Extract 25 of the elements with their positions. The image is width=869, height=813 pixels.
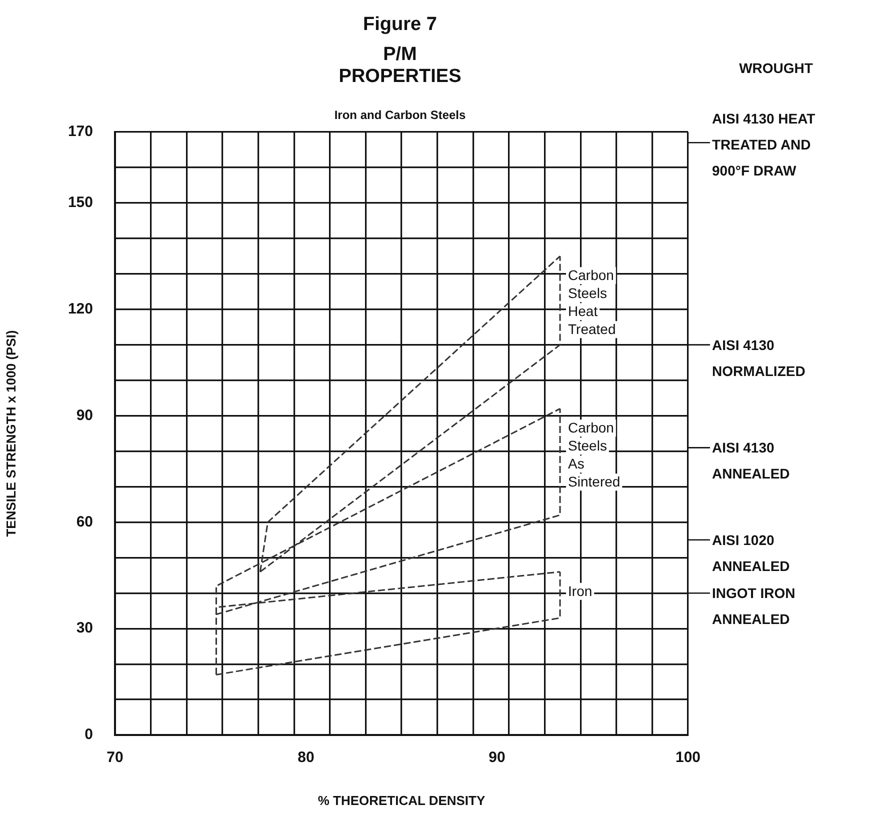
- x-tick-label: 70: [106, 749, 124, 766]
- ref-line-label: AISI 4130 ANNEALED: [712, 440, 790, 482]
- x-tick-label: 90: [488, 749, 506, 766]
- y-tick-label: 120: [68, 300, 93, 318]
- y-tick-label: 90: [76, 406, 93, 424]
- caption: Figure 7: [363, 14, 437, 35]
- y-tick-label: 0: [84, 726, 93, 744]
- series-label: Carbon Steels Heat Treated: [568, 267, 616, 338]
- x-tick-label: 100: [675, 749, 701, 766]
- y-axis-title: TENSILE STRENGTH x 1000 (PSI): [3, 330, 18, 537]
- text: WROUGHT: [739, 60, 814, 76]
- y-tick-label: 60: [76, 513, 93, 530]
- x-axis-title: % THEORETICAL DENSITY: [318, 792, 486, 808]
- chart-subtitle: Iron and Carbon Steels: [334, 108, 466, 122]
- ref-line-label: AISI 4130 HEAT TREATED AND 900°F DRAW: [712, 110, 816, 179]
- series-label: Iron: [568, 582, 592, 599]
- y-tick-label: 170: [68, 123, 93, 140]
- chart-title: P/M PROPERTIES: [338, 44, 462, 87]
- y-tick-label: 150: [68, 194, 93, 212]
- ref-line-label: AISI 1020 ANNEALED: [712, 532, 790, 574]
- ref-line-label: INGOT IRON ANNEALED: [712, 585, 796, 628]
- series-label: Carbon Steels As Sintered: [568, 420, 620, 490]
- ref-line-label: AISI 4130 NORMALIZED: [712, 336, 806, 379]
- x-tick-label: 80: [298, 749, 314, 766]
- y-tick-label: 30: [76, 620, 93, 637]
